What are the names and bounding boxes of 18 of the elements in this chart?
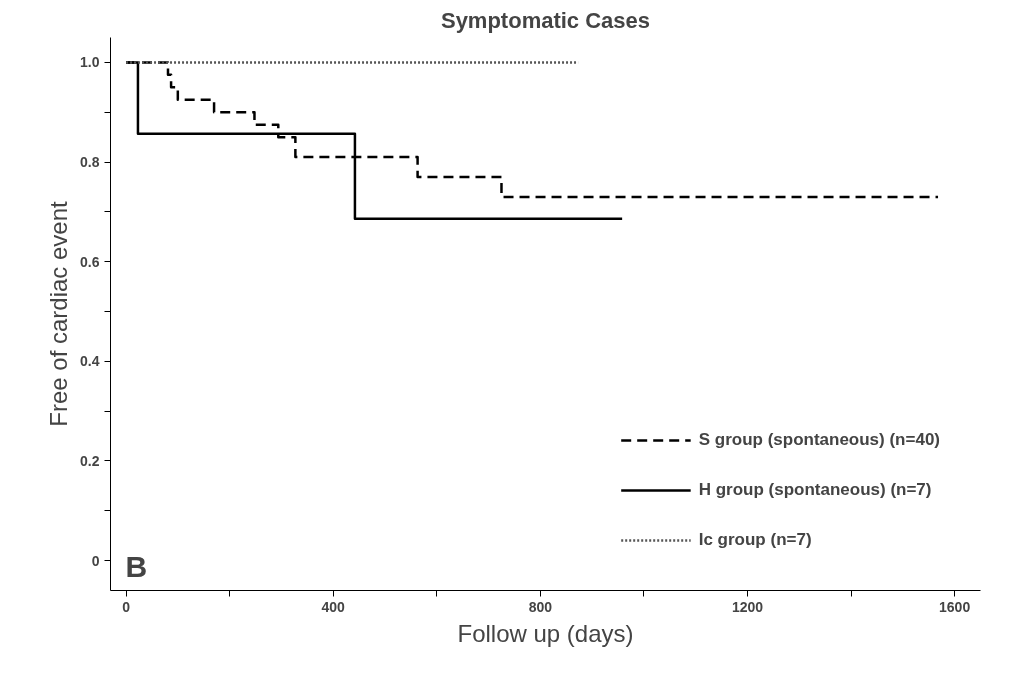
x-tick-label: 0 xyxy=(122,598,131,615)
x-tick-label: 400 xyxy=(321,598,346,615)
chart-title: Symptomatic Cases xyxy=(440,7,651,33)
x-tick-label: 1200 xyxy=(731,598,764,615)
annotation: B xyxy=(125,549,148,583)
legend-label: H group (spontaneous) (n=7) xyxy=(698,480,932,500)
x-axis-title: Follow up (days) xyxy=(457,619,634,647)
y-tick-label: 0 xyxy=(91,552,100,569)
y-axis-title: Free of cardiac event xyxy=(45,200,73,427)
y-tick-label: 0.8 xyxy=(80,154,100,171)
legend-label: S group (spontaneous) (n=40) xyxy=(698,430,940,450)
legend-label: Ic group (n=7) xyxy=(698,530,812,550)
y-tick-label: 1.0 xyxy=(80,54,100,71)
y-tick-label: 0.2 xyxy=(80,452,100,469)
x-tick-label: 1600 xyxy=(939,598,971,615)
x-tick-label: 800 xyxy=(528,598,553,615)
y-tick-label: 0.4 xyxy=(80,353,100,370)
y-tick-label: 0.6 xyxy=(80,253,100,270)
